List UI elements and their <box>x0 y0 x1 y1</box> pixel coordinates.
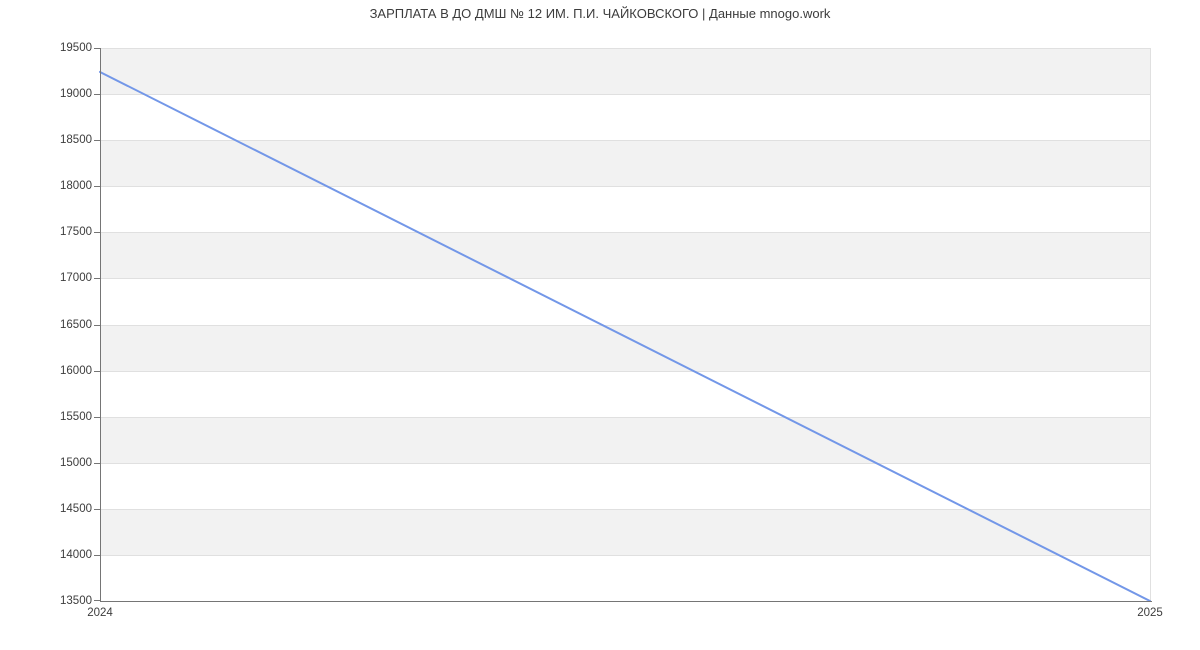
plot-band <box>100 232 1151 279</box>
plot-band <box>100 140 1151 187</box>
plot-area <box>99 48 1151 602</box>
chart-title: ЗАРПЛАТА В ДО ДМШ № 12 ИМ. П.И. ЧАЙКОВСК… <box>369 6 831 21</box>
y-tick-label: 17500 <box>60 226 92 239</box>
y-tick-mark <box>94 462 100 464</box>
salary-line <box>99 70 1151 602</box>
plot-band <box>100 508 1151 555</box>
gridline <box>100 462 1151 464</box>
y-tick-mark <box>94 324 100 326</box>
gridline <box>100 416 1151 418</box>
gridline <box>100 140 1151 142</box>
y-tick-mark <box>94 600 100 601</box>
y-tick-label: 16500 <box>60 318 92 331</box>
y-tick-mark <box>94 48 100 49</box>
gridline <box>100 48 1151 49</box>
y-tick-mark <box>94 370 100 372</box>
y-tick-label: 19500 <box>60 42 92 54</box>
y-tick-mark <box>94 278 100 280</box>
plot-band <box>100 416 1151 463</box>
y-tick-mark <box>94 508 100 510</box>
y-tick-mark <box>94 186 100 188</box>
gridline <box>100 94 1151 96</box>
y-tick-label: 18500 <box>60 134 92 147</box>
gridline <box>100 232 1151 234</box>
y-tick-mark <box>94 232 100 234</box>
gridline <box>100 324 1151 326</box>
y-tick-label: 17000 <box>60 272 92 285</box>
gridline <box>100 554 1151 556</box>
y-axis-spine <box>100 48 101 601</box>
y-tick-label: 18000 <box>60 180 92 193</box>
y-tick-label: 13500 <box>60 595 92 607</box>
y-tick-label: 14000 <box>60 548 92 561</box>
y-tick-mark <box>94 554 100 556</box>
y-tick-mark <box>94 140 100 142</box>
y-tick-label: 14500 <box>60 502 92 515</box>
gridline <box>100 186 1151 188</box>
x-tick-label: 2025 <box>1137 607 1163 619</box>
gridline <box>100 370 1151 372</box>
gridline-right-edge <box>1150 48 1151 601</box>
y-tick-label: 15000 <box>60 456 92 469</box>
plot-band <box>100 324 1151 371</box>
gridline <box>100 278 1151 280</box>
y-tick-mark <box>94 416 100 418</box>
x-tick-label: 2024 <box>87 607 113 619</box>
y-tick-label: 16000 <box>60 364 92 377</box>
series-line <box>99 70 1151 602</box>
gridline <box>100 508 1151 510</box>
plot-band <box>100 48 1151 95</box>
y-tick-label: 19000 <box>60 88 92 101</box>
y-tick-mark <box>94 94 100 96</box>
y-tick-label: 15500 <box>60 410 92 423</box>
x-axis-spine <box>100 601 1152 602</box>
